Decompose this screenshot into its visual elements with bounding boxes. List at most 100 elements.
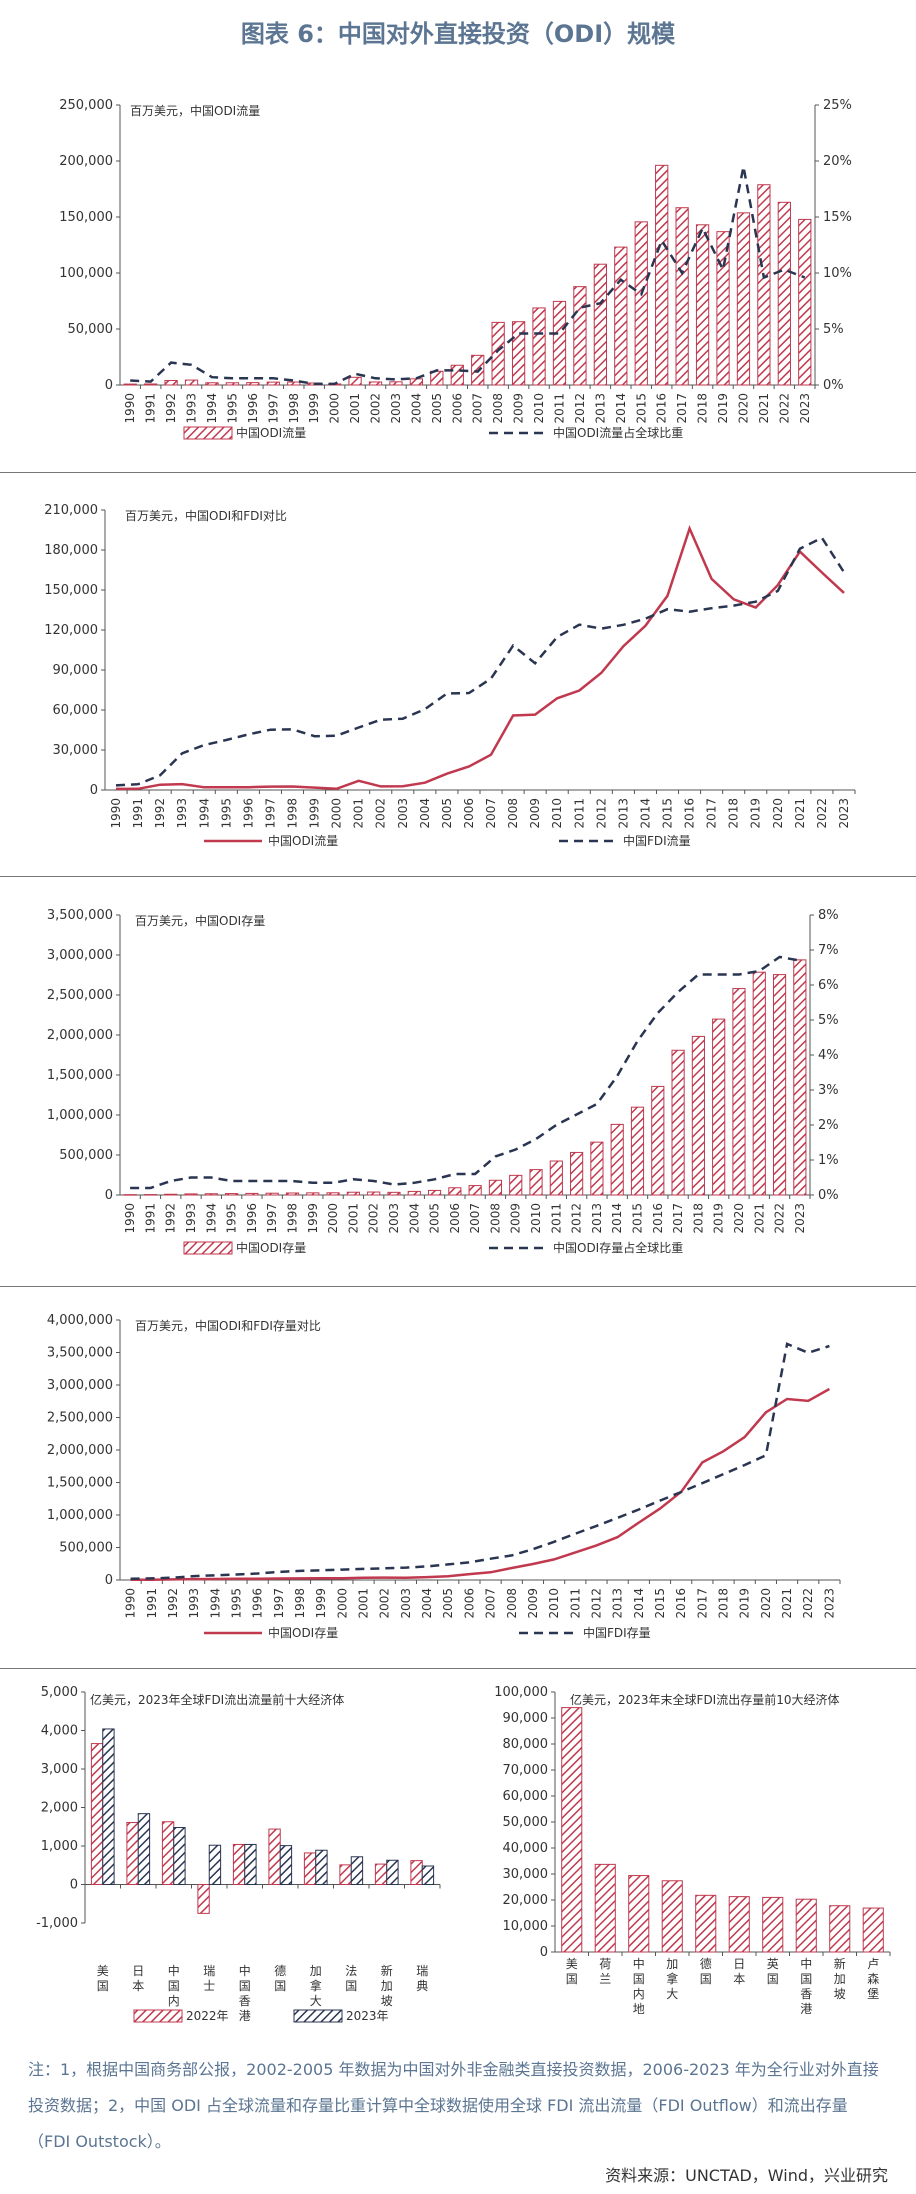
source-note: 资料来源：UNCTAD，Wind，兴业研究 xyxy=(605,2166,888,2185)
y-tick-label: 2,000,000 xyxy=(47,1443,113,1458)
x-tick-label: 1996 xyxy=(245,1203,259,1234)
x-tick-label: 1991 xyxy=(131,798,145,829)
x-tick-label: 2016 xyxy=(651,1203,665,1234)
x-tick-label: 美 xyxy=(97,1964,109,1978)
x-tick-label: 德 xyxy=(274,1963,286,1978)
x-tick-label: 2007 xyxy=(484,798,498,829)
x-tick-label: 1991 xyxy=(144,393,158,424)
x-tick-label: 坡 xyxy=(834,1987,846,2001)
x-tick-label: 1992 xyxy=(166,1588,180,1619)
bar xyxy=(368,381,383,386)
y-tick-label: 100,000 xyxy=(59,266,113,281)
x-tick-label: 2011 xyxy=(568,1588,582,1619)
y-tick-label: 150,000 xyxy=(44,583,98,598)
x-tick-label: 2023 xyxy=(798,393,812,424)
x-tick-label: 兰 xyxy=(599,1972,611,1986)
x-tick-label: 2022 xyxy=(801,1588,815,1619)
bar xyxy=(102,1728,115,1885)
x-tick-label: 国 xyxy=(566,1972,578,1986)
x-tick-label: 港 xyxy=(800,2002,812,2016)
bar xyxy=(126,1822,139,1885)
bar xyxy=(205,382,219,386)
x-tick-label: 2016 xyxy=(683,798,697,829)
y2-tick-label: 20% xyxy=(823,154,852,169)
bar xyxy=(161,1821,175,1885)
legend-label: 中国ODI存量 xyxy=(268,1625,338,1640)
y-tick-label: 150,000 xyxy=(59,210,113,225)
bar xyxy=(450,364,464,386)
chart-unit-label: 亿美元，2023年全球FDI流出流量前十大经济体 xyxy=(90,1692,344,1707)
x-tick-label: 2009 xyxy=(512,393,526,424)
y-tick-label: 60,000 xyxy=(503,1789,549,1804)
bar xyxy=(614,246,628,386)
y-tick-label: 5,000 xyxy=(41,1685,78,1700)
chart-unit-label: 百万美元，中国ODI流量 xyxy=(130,103,260,118)
y-tick-label: 1,500,000 xyxy=(47,1476,113,1491)
x-tick-label: 2002 xyxy=(378,1588,392,1619)
bar xyxy=(561,1707,583,1953)
x-tick-label: 美 xyxy=(566,1957,578,1971)
y-tick-label: 500,000 xyxy=(59,1148,113,1163)
y-tick-label: 1,000,000 xyxy=(47,1508,113,1523)
x-tick-label: 法 xyxy=(345,1964,357,1978)
x-tick-label: 2013 xyxy=(593,393,607,424)
chart-unit-label: 亿美元，2023年末全球FDI流出存量前10大经济体 xyxy=(570,1692,840,1707)
x-tick-label: 2001 xyxy=(348,393,362,424)
x-tick-label: 2008 xyxy=(488,1203,502,1234)
x-tick-label: 1994 xyxy=(197,798,211,829)
bar xyxy=(570,1151,584,1196)
x-tick-label: 2004 xyxy=(420,1588,434,1619)
x-tick-label: 1990 xyxy=(123,393,137,424)
x-tick-label: 2001 xyxy=(352,798,366,829)
y-tick-label: 1,000,000 xyxy=(47,1108,113,1123)
bar xyxy=(798,218,812,386)
x-tick-label: 2020 xyxy=(771,798,785,829)
y-tick-label: 0 xyxy=(540,1945,548,1960)
x-tick-label: 国 xyxy=(345,1979,357,1993)
bar xyxy=(387,1191,401,1196)
x-tick-label: 2011 xyxy=(549,1203,563,1234)
x-tick-label: 2002 xyxy=(374,798,388,829)
x-tick-label: 1994 xyxy=(205,393,219,424)
x-tick-label: 1994 xyxy=(204,1203,218,1234)
x-tick-label: 新 xyxy=(381,1963,393,1978)
x-tick-label: 拿 xyxy=(666,1971,678,1986)
chart-unit-label: 百万美元，中国ODI和FDI对比 xyxy=(125,508,287,523)
x-tick-label: 内 xyxy=(168,1994,180,2008)
bar xyxy=(695,1894,717,1953)
bar xyxy=(491,321,505,386)
bar xyxy=(197,1884,210,1914)
bar xyxy=(728,1896,750,1953)
y-tick-label: 50,000 xyxy=(68,322,114,337)
x-tick-label: 2015 xyxy=(634,393,648,424)
x-tick-label: 2004 xyxy=(409,393,423,424)
x-tick-label: 2010 xyxy=(547,1588,561,1619)
x-tick-label: 1992 xyxy=(164,393,178,424)
x-tick-label: 中 xyxy=(168,1963,180,1978)
x-tick-label: 2005 xyxy=(428,1203,442,1234)
x-tick-label: 1993 xyxy=(175,798,189,829)
bar xyxy=(208,1844,222,1885)
divider xyxy=(0,472,916,473)
x-tick-label: 2017 xyxy=(705,798,719,829)
legend-label: 2022年 xyxy=(186,2009,229,2023)
bar xyxy=(573,286,587,386)
x-tick-label: 加 xyxy=(310,1964,322,1978)
x-tick-label: 2010 xyxy=(529,1203,543,1234)
y-tick-label: 4,000 xyxy=(41,1724,78,1739)
bar xyxy=(184,379,199,386)
bar xyxy=(346,1191,360,1196)
bar xyxy=(245,1192,259,1196)
x-tick-label: 2012 xyxy=(573,393,587,424)
x-tick-label: 日 xyxy=(733,1957,745,1971)
x-tick-label: 2003 xyxy=(389,393,403,424)
y2-tick-label: 3% xyxy=(818,1083,839,1098)
x-tick-label: 2007 xyxy=(471,393,485,424)
y-tick-label: 10,000 xyxy=(503,1919,549,1934)
x-tick-label: 2011 xyxy=(552,393,566,424)
x-tick-label: 荷 xyxy=(599,1957,611,1971)
x-tick-label: 1997 xyxy=(272,1588,286,1619)
legend-label: 中国ODI流量 xyxy=(268,833,338,848)
y-tick-label: 3,500,000 xyxy=(47,1346,113,1361)
bar xyxy=(762,1896,784,1953)
